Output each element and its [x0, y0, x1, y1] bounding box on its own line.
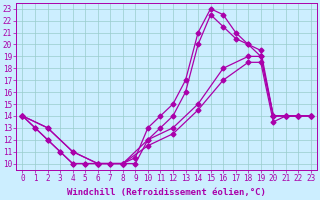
X-axis label: Windchill (Refroidissement éolien,°C): Windchill (Refroidissement éolien,°C)	[67, 188, 266, 197]
